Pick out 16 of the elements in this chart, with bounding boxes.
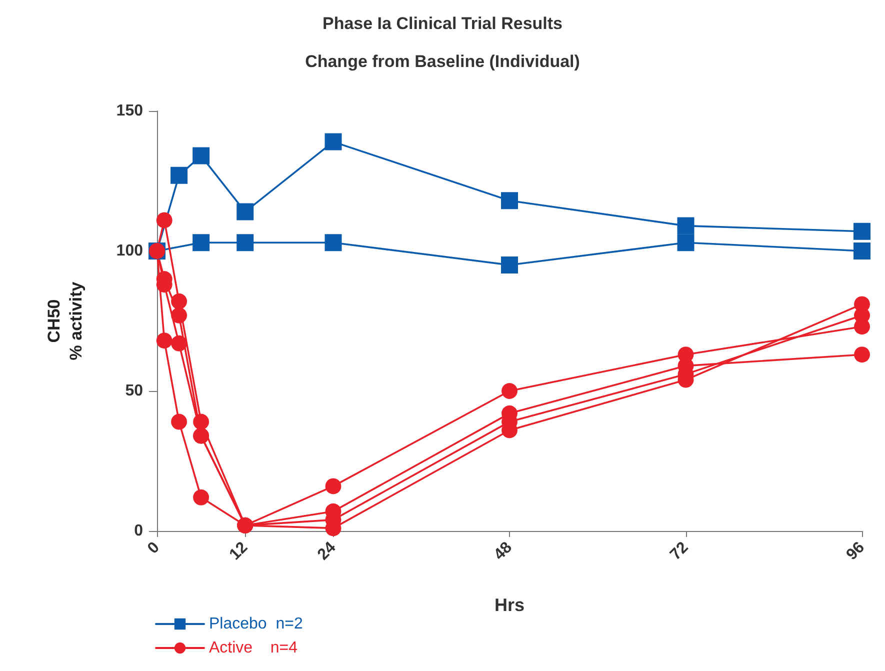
- chart-title: Phase Ia Clinical Trial Results: [322, 14, 562, 33]
- x-tick-label: 72: [667, 538, 692, 564]
- x-tick-label: 48: [490, 538, 516, 564]
- x-tick-label: 96: [843, 538, 868, 564]
- x-tick-label: 0: [144, 538, 164, 558]
- x-axis-title: Hrs: [494, 595, 525, 615]
- y-tick-label: 0: [134, 522, 144, 540]
- y-tick-label: 150: [116, 102, 144, 120]
- x-tick-label: 24: [314, 538, 340, 564]
- x-tick-label: 12: [226, 538, 252, 564]
- y-tick-label: 50: [125, 382, 144, 400]
- legend-label: Placebo n=2: [209, 616, 303, 632]
- legend-label: Active n=4: [209, 640, 298, 656]
- chart-subtitle: Change from Baseline (Individual): [305, 52, 580, 71]
- y-axis-title: CH50 % activity: [44, 281, 86, 360]
- y-tick-label: 100: [116, 242, 144, 260]
